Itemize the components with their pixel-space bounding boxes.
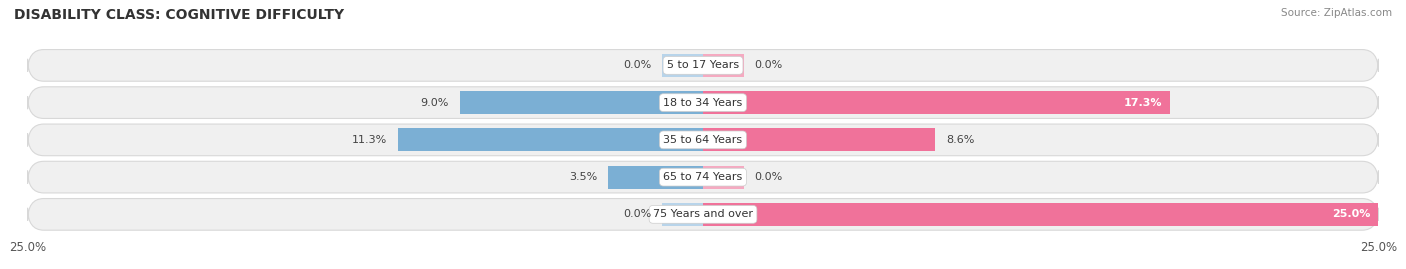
Bar <box>703 91 1170 114</box>
Text: 35 to 64 Years: 35 to 64 Years <box>664 135 742 145</box>
Bar <box>398 128 703 151</box>
Bar <box>703 203 1378 226</box>
Bar <box>703 166 744 189</box>
FancyBboxPatch shape <box>28 87 1378 118</box>
Text: 3.5%: 3.5% <box>569 172 598 182</box>
Text: 65 to 74 Years: 65 to 74 Years <box>664 172 742 182</box>
Text: 11.3%: 11.3% <box>352 135 387 145</box>
Text: 18 to 34 Years: 18 to 34 Years <box>664 98 742 108</box>
Text: DISABILITY CLASS: COGNITIVE DIFFICULTY: DISABILITY CLASS: COGNITIVE DIFFICULTY <box>14 8 344 22</box>
FancyBboxPatch shape <box>28 199 1378 230</box>
Bar <box>703 128 935 151</box>
Bar <box>662 54 703 77</box>
Text: Source: ZipAtlas.com: Source: ZipAtlas.com <box>1281 8 1392 18</box>
Text: 9.0%: 9.0% <box>420 98 449 108</box>
FancyBboxPatch shape <box>28 124 1378 156</box>
Text: 0.0%: 0.0% <box>623 209 651 220</box>
Text: 17.3%: 17.3% <box>1123 98 1163 108</box>
Text: 0.0%: 0.0% <box>755 60 783 70</box>
Text: 0.0%: 0.0% <box>755 172 783 182</box>
Bar <box>703 54 744 77</box>
FancyBboxPatch shape <box>28 161 1378 193</box>
Text: 75 Years and over: 75 Years and over <box>652 209 754 220</box>
Bar <box>460 91 703 114</box>
Bar <box>609 166 703 189</box>
Text: 5 to 17 Years: 5 to 17 Years <box>666 60 740 70</box>
FancyBboxPatch shape <box>28 49 1378 81</box>
Text: 25.0%: 25.0% <box>1331 209 1371 220</box>
Text: 0.0%: 0.0% <box>623 60 651 70</box>
Text: 8.6%: 8.6% <box>946 135 974 145</box>
Bar <box>662 203 703 226</box>
